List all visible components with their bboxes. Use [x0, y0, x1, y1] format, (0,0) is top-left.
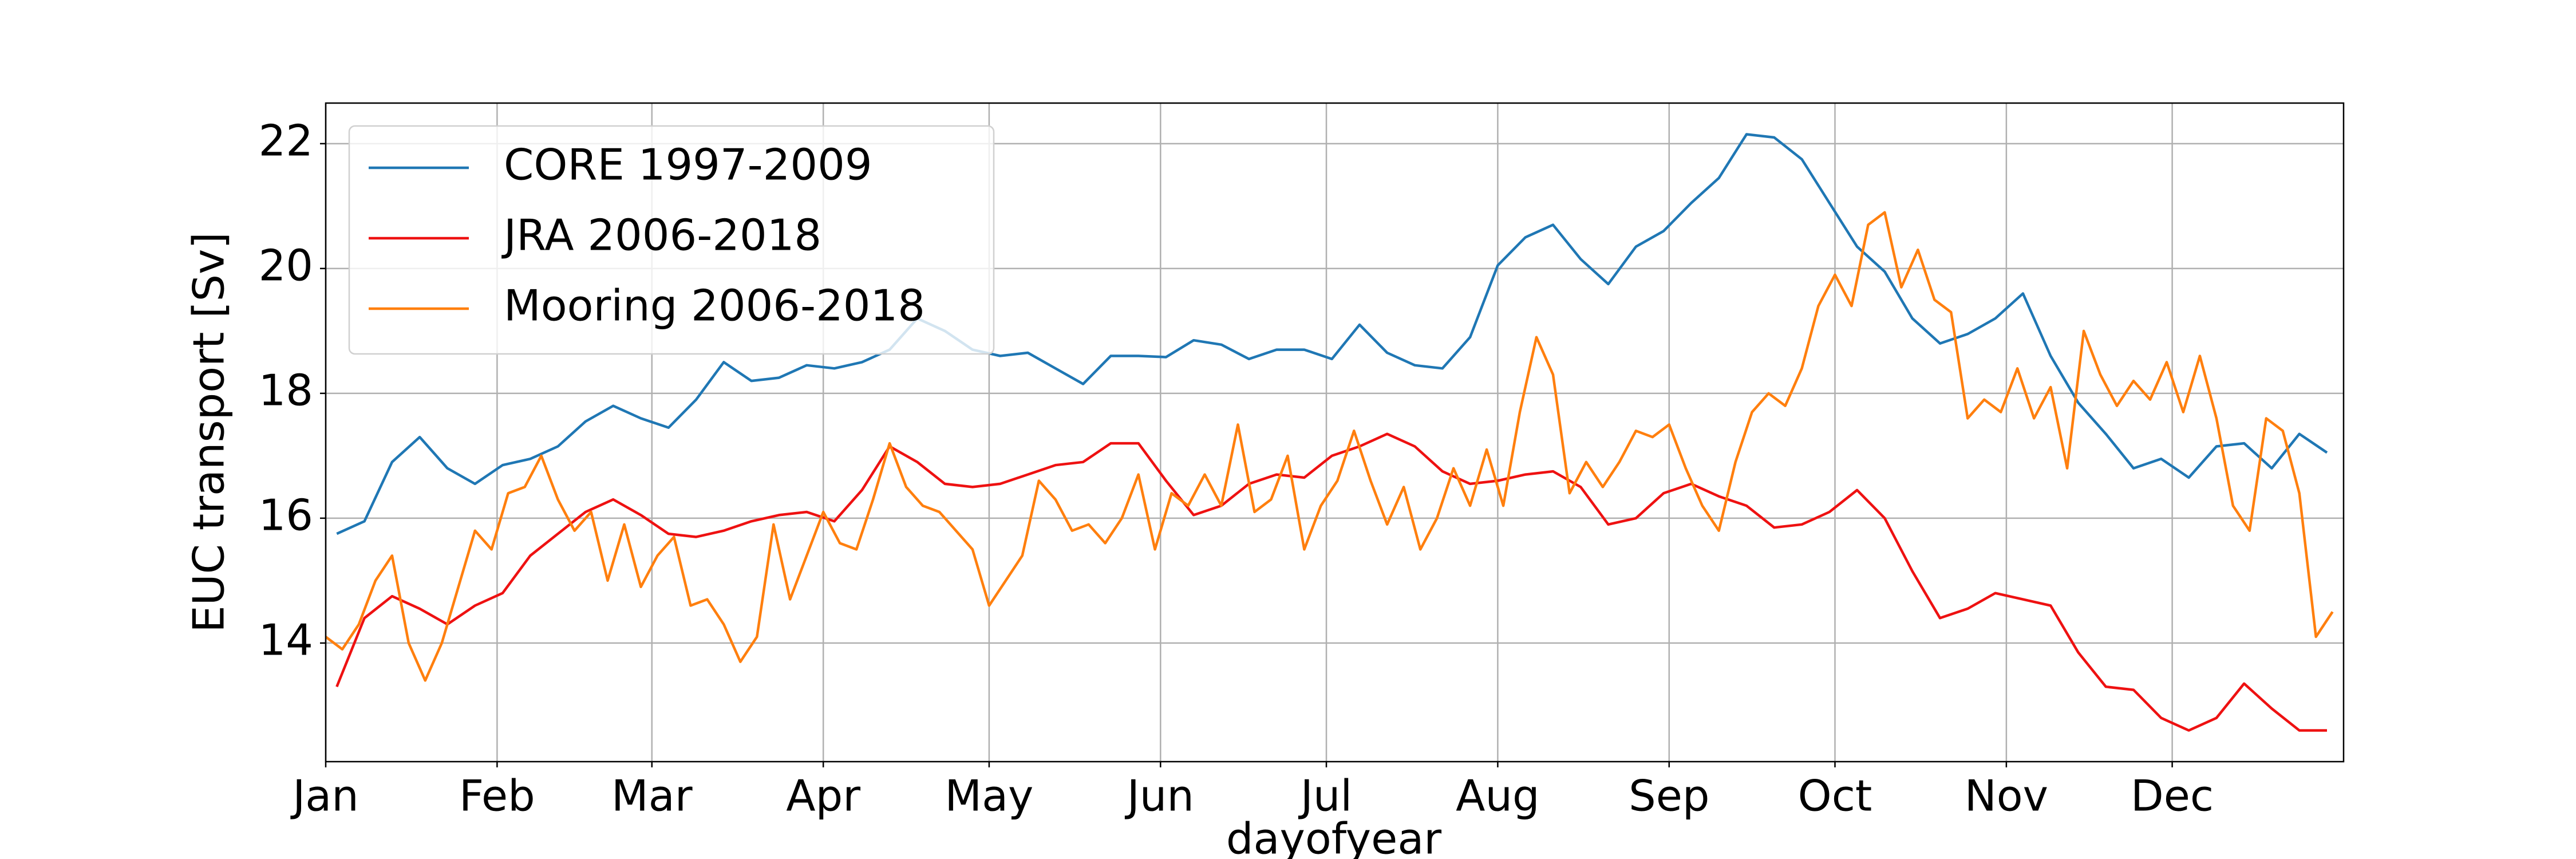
legend-box — [348, 125, 995, 355]
x-tick-label: Mar — [611, 771, 693, 821]
x-tick-label: Oct — [1798, 771, 1872, 821]
legend-label: Mooring 2006-2018 — [504, 281, 925, 331]
y-tick-label: 22 — [259, 115, 313, 166]
legend: CORE 1997-2009 JRA 2006-2018 Mooring 2006-… — [348, 125, 995, 355]
x-tick-label: Aug — [1456, 771, 1539, 821]
x-tick-label: Dec — [2131, 771, 2214, 821]
plot-frame — [325, 102, 2345, 763]
y-tick-label: 18 — [259, 365, 313, 415]
x-tick-label: Sep — [1629, 771, 1709, 821]
legend-label: JRA 2006-2018 — [501, 210, 821, 261]
x-tick-label: Feb — [459, 771, 535, 821]
series-line — [326, 211, 2334, 682]
y-tick-label: 16 — [259, 490, 313, 540]
x-tick-label: Jun — [1125, 771, 1194, 821]
x-axis-label: dayofyear — [1226, 814, 1441, 859]
x-tick-label: Nov — [1965, 771, 2048, 821]
y-tick-label: 14 — [259, 614, 313, 665]
y-axis-label: EUC transport [Sv] — [184, 232, 234, 632]
x-tick-label: May — [945, 771, 1033, 821]
series-line — [335, 432, 2327, 732]
x-tick-label: Jan — [290, 771, 359, 821]
series-line — [336, 133, 2328, 535]
legend-label: CORE 1997-2009 — [504, 140, 872, 190]
x-tick-label: Jul — [1298, 771, 1353, 821]
x-tick-label: Apr — [786, 771, 860, 821]
y-tick-label: 20 — [259, 240, 313, 290]
